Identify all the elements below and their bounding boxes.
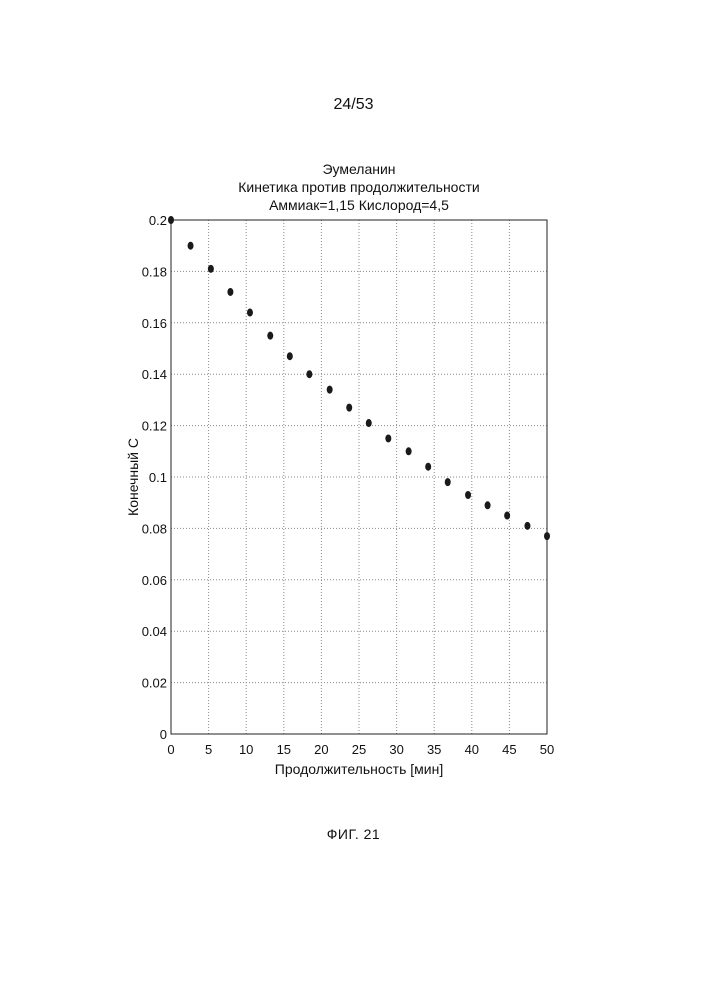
y-tick-labels: 0 0.02 0.04 0.06 0.08 0.1 0.12 0.14 0.16 0.18 0.2 — [142, 213, 167, 742]
x-tick-label: 15 — [277, 742, 291, 757]
x-tick-label: 35 — [427, 742, 441, 757]
chart: Эумеланин Кинетика против продолжительнос… — [0, 0, 707, 1000]
data-point — [544, 532, 550, 540]
x-tick-label: 25 — [352, 742, 366, 757]
y-axis-label: Конечный С — [125, 438, 141, 516]
chart-title: Эумеланин Кинетика против продолжительнос… — [238, 161, 479, 213]
data-point — [445, 478, 451, 486]
x-tick-label: 45 — [502, 742, 516, 757]
x-tick-label: 20 — [314, 742, 328, 757]
data-point — [208, 265, 214, 273]
y-tick-label: 0.1 — [149, 470, 167, 485]
data-point — [465, 491, 471, 499]
data-point — [267, 332, 273, 340]
plot-frame — [171, 220, 547, 734]
data-points — [168, 216, 550, 540]
data-point — [366, 419, 372, 427]
y-tick-label: 0 — [160, 727, 167, 742]
x-axis-label: Продолжительность [мин] — [275, 761, 443, 777]
data-point — [227, 288, 233, 296]
x-tick-label: 40 — [465, 742, 479, 757]
x-tick-label: 30 — [389, 742, 403, 757]
chart-title-line: Аммиак=1,15 Кислород=4,5 — [269, 197, 449, 213]
data-point — [247, 309, 253, 317]
x-tick-label: 0 — [167, 742, 174, 757]
data-point — [346, 404, 352, 412]
x-tick-label: 10 — [239, 742, 253, 757]
x-tick-label: 50 — [540, 742, 554, 757]
chart-title-line: Кинетика против продолжительности — [238, 179, 479, 195]
y-tick-label: 0.02 — [142, 676, 167, 691]
data-point — [524, 522, 530, 530]
y-tick-label: 0.08 — [142, 521, 167, 536]
data-point — [168, 216, 174, 224]
y-tick-label: 0.12 — [142, 419, 167, 434]
data-point — [425, 463, 431, 471]
y-tick-label: 0.04 — [142, 624, 167, 639]
data-point — [327, 386, 333, 394]
data-point — [188, 242, 194, 250]
data-point — [406, 447, 412, 455]
data-point — [306, 370, 312, 378]
figure-caption: ФИГ. 21 — [0, 826, 707, 842]
y-tick-label: 0.2 — [149, 213, 167, 228]
data-point — [485, 501, 491, 509]
y-tick-label: 0.14 — [142, 367, 167, 382]
data-point — [385, 434, 391, 442]
y-tick-label: 0.06 — [142, 573, 167, 588]
data-point — [504, 512, 510, 520]
chart-grid — [171, 220, 547, 734]
y-tick-label: 0.16 — [142, 316, 167, 331]
y-tick-label: 0.18 — [142, 264, 167, 279]
x-tick-labels: 0 5 10 15 20 25 30 35 40 45 50 — [167, 742, 554, 757]
chart-title-line: Эумеланин — [322, 161, 395, 177]
data-point — [287, 352, 293, 360]
x-tick-label: 5 — [205, 742, 212, 757]
